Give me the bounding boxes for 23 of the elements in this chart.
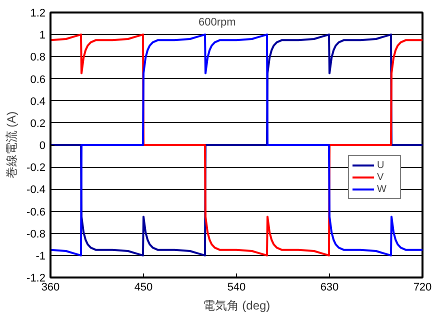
y-tick-label: 1.2 <box>30 8 46 20</box>
annotation: 600rpm <box>198 16 236 28</box>
legend-label: U <box>377 159 386 171</box>
y-tick-label: -0.4 <box>26 184 46 196</box>
x-tick-label: 630 <box>320 282 339 294</box>
legend-label: V <box>377 171 385 183</box>
legend-label: W <box>377 183 388 195</box>
y-tick-label: 0.4 <box>30 96 46 108</box>
x-tick-label: 540 <box>227 282 246 294</box>
y-tick-label: 0.6 <box>30 74 46 86</box>
x-tick-label: 360 <box>41 282 60 294</box>
y-tick-label: -0.6 <box>26 206 46 218</box>
y-tick-label: 1 <box>39 30 46 42</box>
x-tick-label: 450 <box>134 282 153 294</box>
x-axis-title: 電気角 (deg) <box>202 298 270 312</box>
y-tick-label: -0.8 <box>26 228 46 240</box>
y-tick-label: 0 <box>39 140 46 152</box>
x-tick-label: 720 <box>413 282 432 294</box>
y-tick-label: 0.2 <box>30 118 46 130</box>
y-tick-label: -0.2 <box>26 162 46 174</box>
y-tick-label: 0.8 <box>30 52 46 64</box>
y-axis-title: 巻線電流 (A) <box>4 111 19 179</box>
y-tick-label: -1 <box>36 250 46 262</box>
